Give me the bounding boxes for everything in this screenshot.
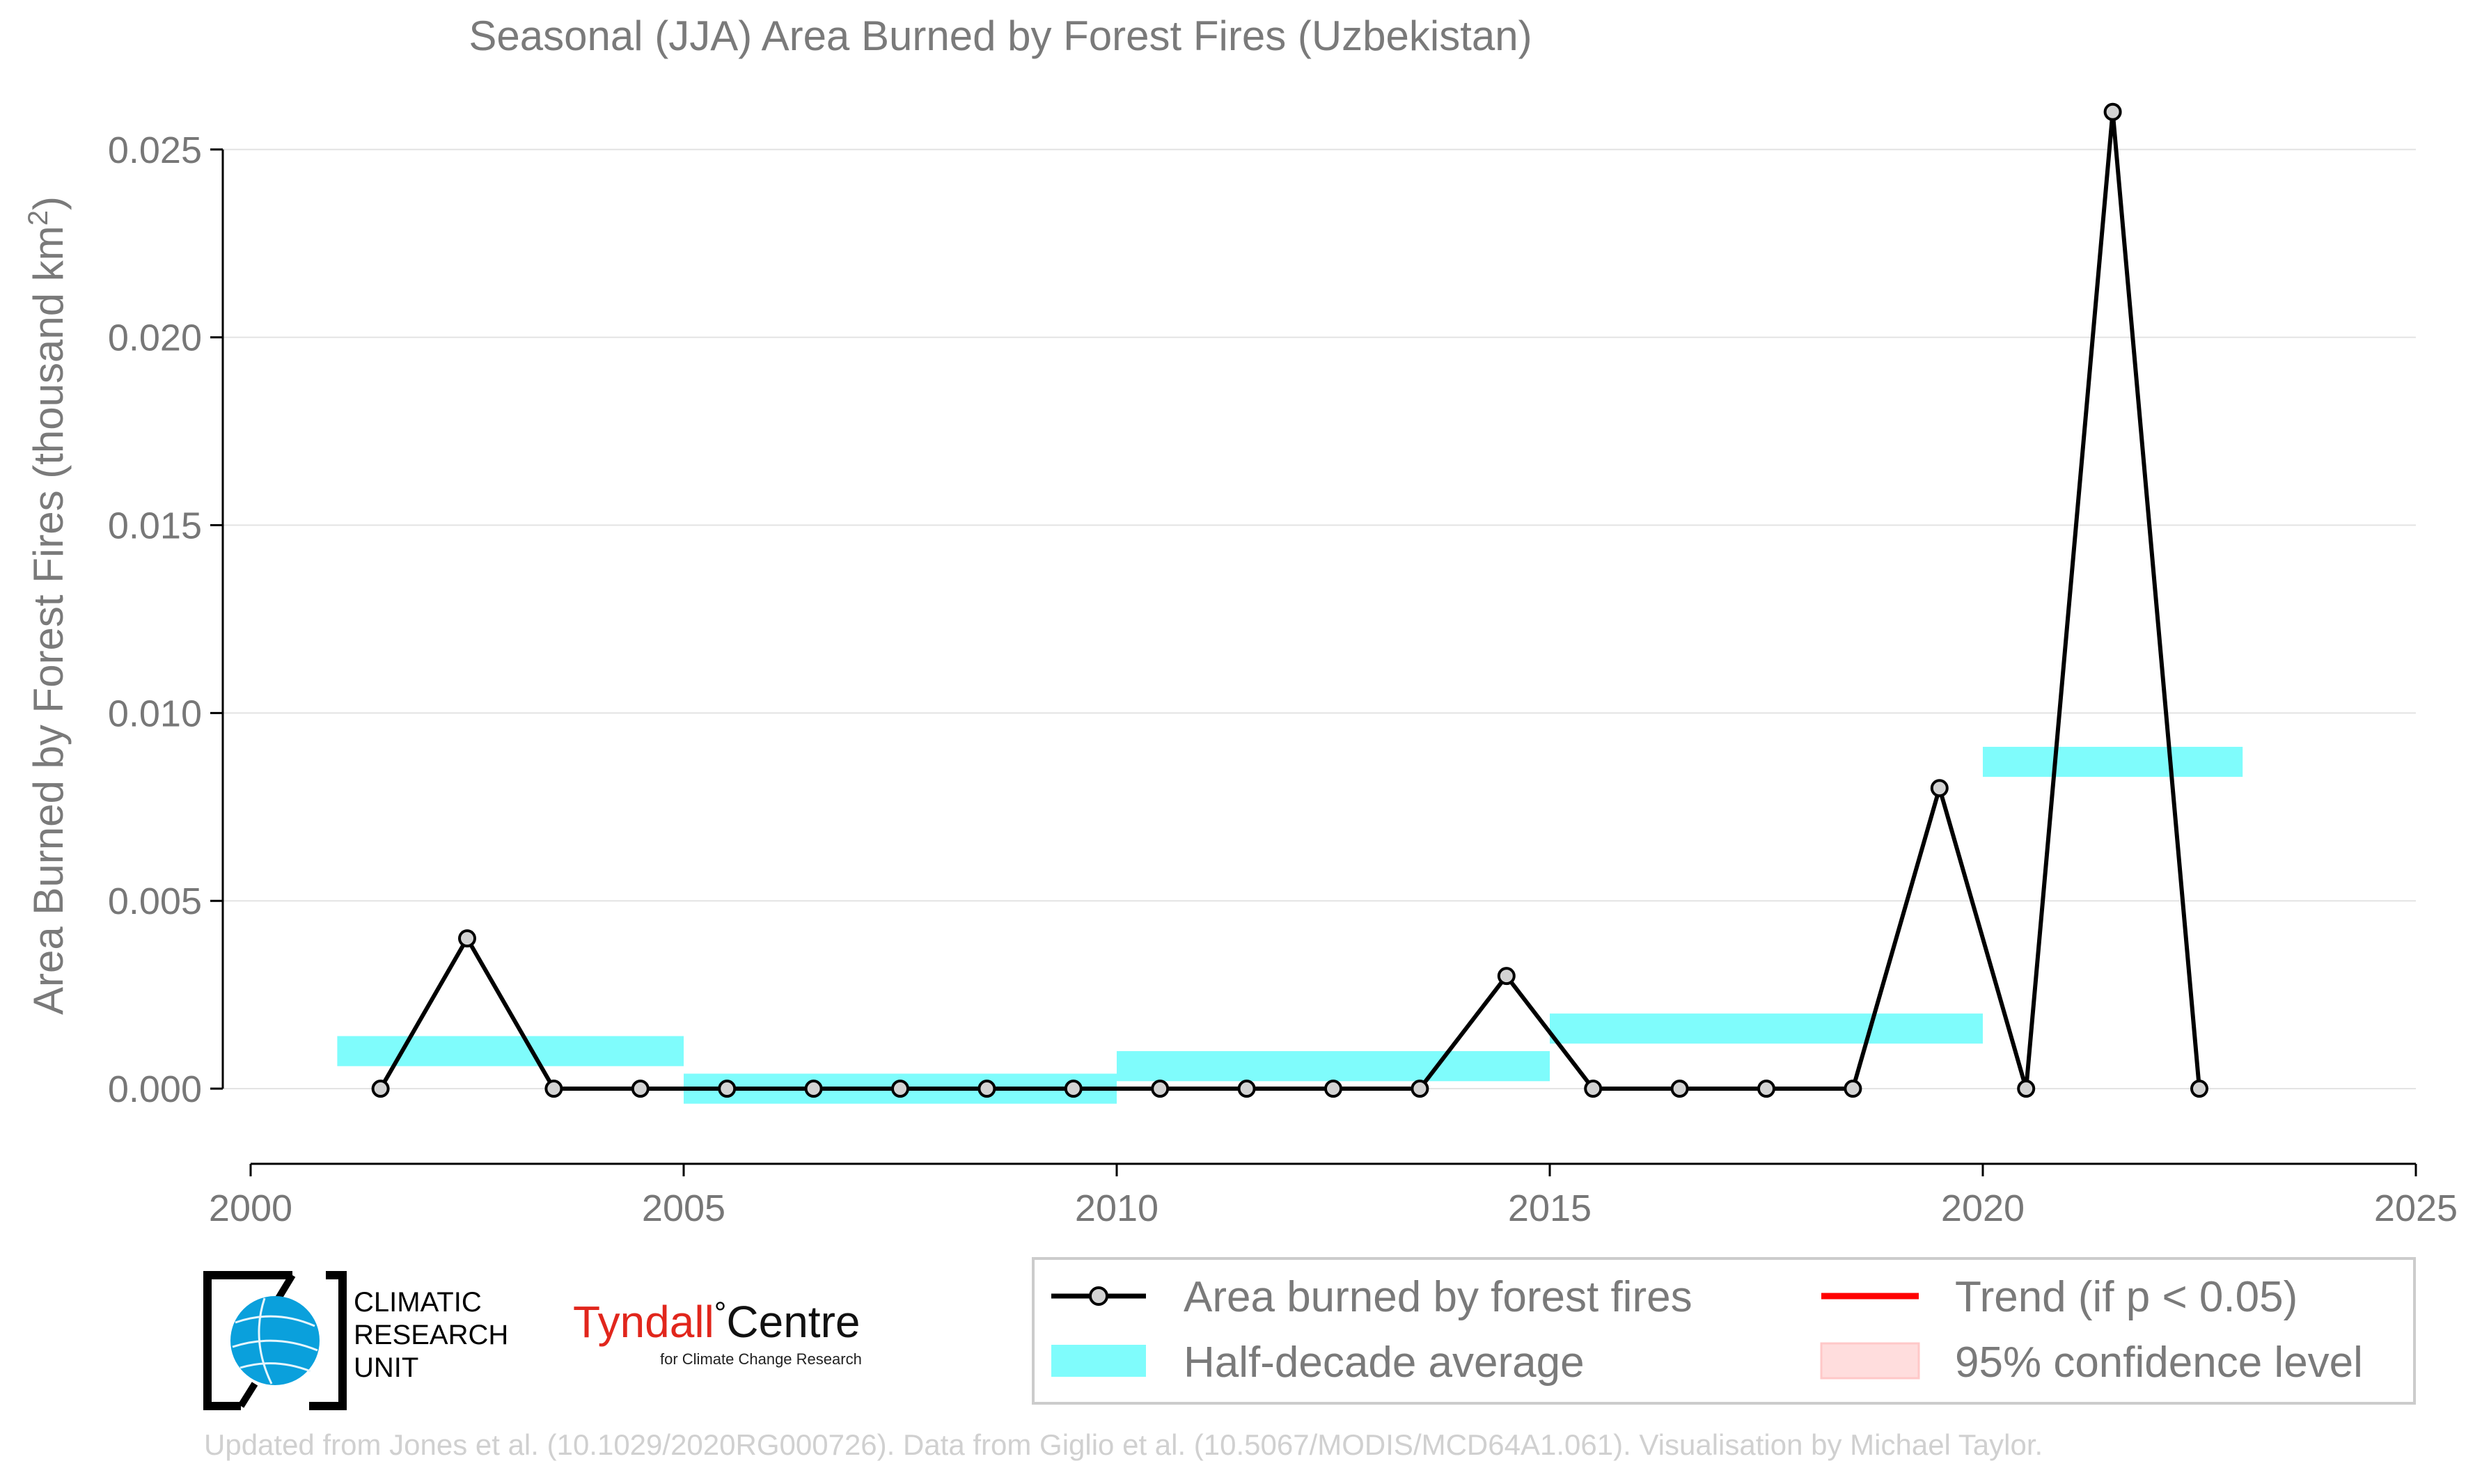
data-point: [891, 1080, 909, 1098]
series-area-burned: [371, 102, 2208, 1098]
tyndall-logo-subtitle: for Climate Change Research: [660, 1350, 862, 1368]
tyndall-logo-degree: °: [714, 1296, 727, 1330]
legend-label-trend: Trend (if p < 0.05): [1955, 1273, 2298, 1321]
half-decade-band: [337, 1036, 684, 1066]
data-point: [1930, 779, 1949, 798]
data-point: [1844, 1080, 1862, 1098]
x-tick-label: 2020: [1941, 1187, 2025, 1229]
x-tick-label: 2000: [209, 1187, 292, 1229]
legend-swatch-half-decade: [1051, 1345, 1146, 1377]
cru-logo-slash-bottom: [237, 1382, 258, 1408]
y-tick-label: 0.010: [108, 693, 202, 734]
legend-frame: [1032, 1257, 2416, 1405]
y-axis-label: Area Burned by Forest Fires (thousand km…: [23, 196, 72, 1015]
axes: [210, 148, 2417, 1176]
data-point: [718, 1080, 737, 1098]
y-tick-label: 0.020: [108, 317, 202, 359]
half-decade-bands: [337, 746, 2243, 1104]
cru-logo-line: CLIMATIC: [354, 1287, 482, 1318]
y-axis-label-sup: 2: [23, 210, 54, 226]
data-point: [631, 1080, 650, 1098]
grid-lines: [223, 148, 2416, 1090]
data-point: [1237, 1080, 1256, 1098]
data-point: [458, 929, 476, 948]
y-tick-label: 0.015: [108, 505, 202, 546]
y-axis-label-end: ): [25, 196, 72, 210]
chart-title: Seasonal (JJA) Area Burned by Forest Fir…: [469, 13, 1532, 59]
tyndall-logo-centre: Centre: [726, 1297, 861, 1347]
globe-icon-lines: [232, 1297, 318, 1384]
legend-label-half-decade: Half-decade average: [1184, 1339, 1585, 1387]
cru-logo-frame: [203, 1271, 347, 1410]
y-tick-label: 0.000: [108, 1068, 202, 1110]
cru-logo: [203, 1271, 347, 1410]
tyndall-logo: Tyndall°Centre: [573, 1296, 860, 1348]
half-decade-band: [1983, 746, 2243, 777]
data-point: [977, 1080, 996, 1098]
cru-logo-line: UNIT: [354, 1352, 419, 1383]
data-point: [2017, 1080, 2036, 1098]
data-point: [2103, 102, 2122, 121]
data-point: [1584, 1080, 1603, 1098]
x-tick-label: 2005: [642, 1187, 725, 1229]
legend-swatch-area-burned-marker: [1089, 1286, 1108, 1306]
half-decade-band: [1117, 1051, 1550, 1082]
footer-credits: Updated from Jones et al. (10.1029/2020R…: [204, 1428, 2043, 1461]
data-point: [1411, 1080, 1429, 1098]
tyndall-logo-name: Tyndall: [573, 1297, 714, 1347]
y-tick-label: 0.025: [108, 129, 202, 171]
cru-logo-slash-top: [275, 1273, 296, 1300]
series-line: [379, 109, 2201, 1091]
data-point: [371, 1080, 390, 1098]
legend-label-confidence: 95% confidence level: [1955, 1339, 2363, 1387]
y-axis-label-main: Area Burned by Forest Fires (thousand km: [25, 226, 72, 1015]
data-point: [1757, 1080, 1775, 1098]
data-point: [804, 1080, 823, 1098]
legend: Area burned by forest fires Trend (if p …: [1032, 1257, 2416, 1405]
x-tick-label: 2010: [1075, 1187, 1158, 1229]
data-point: [1064, 1080, 1083, 1098]
half-decade-band: [1550, 1013, 1983, 1044]
cru-logo-line: RESEARCH: [354, 1320, 509, 1350]
y-tick-label: 0.005: [108, 881, 202, 922]
data-point: [2190, 1080, 2208, 1098]
data-point: [1670, 1080, 1689, 1098]
data-point: [1324, 1080, 1342, 1098]
tick-labels: 0.000 0.005 0.010 0.015 0.020 0.025 2000 2005 20…: [108, 129, 2458, 1229]
legend-label-area-burned: Area burned by forest fires: [1184, 1273, 1692, 1321]
x-tick-label: 2015: [1508, 1187, 1592, 1229]
x-tick-label: 2025: [2374, 1187, 2458, 1229]
data-point: [1497, 967, 1516, 986]
legend-swatch-confidence: [1820, 1342, 1920, 1380]
data-point: [544, 1080, 563, 1098]
cru-logo-text: CLIMATIC RESEARCH UNIT: [354, 1286, 508, 1384]
data-point: [1151, 1080, 1170, 1098]
